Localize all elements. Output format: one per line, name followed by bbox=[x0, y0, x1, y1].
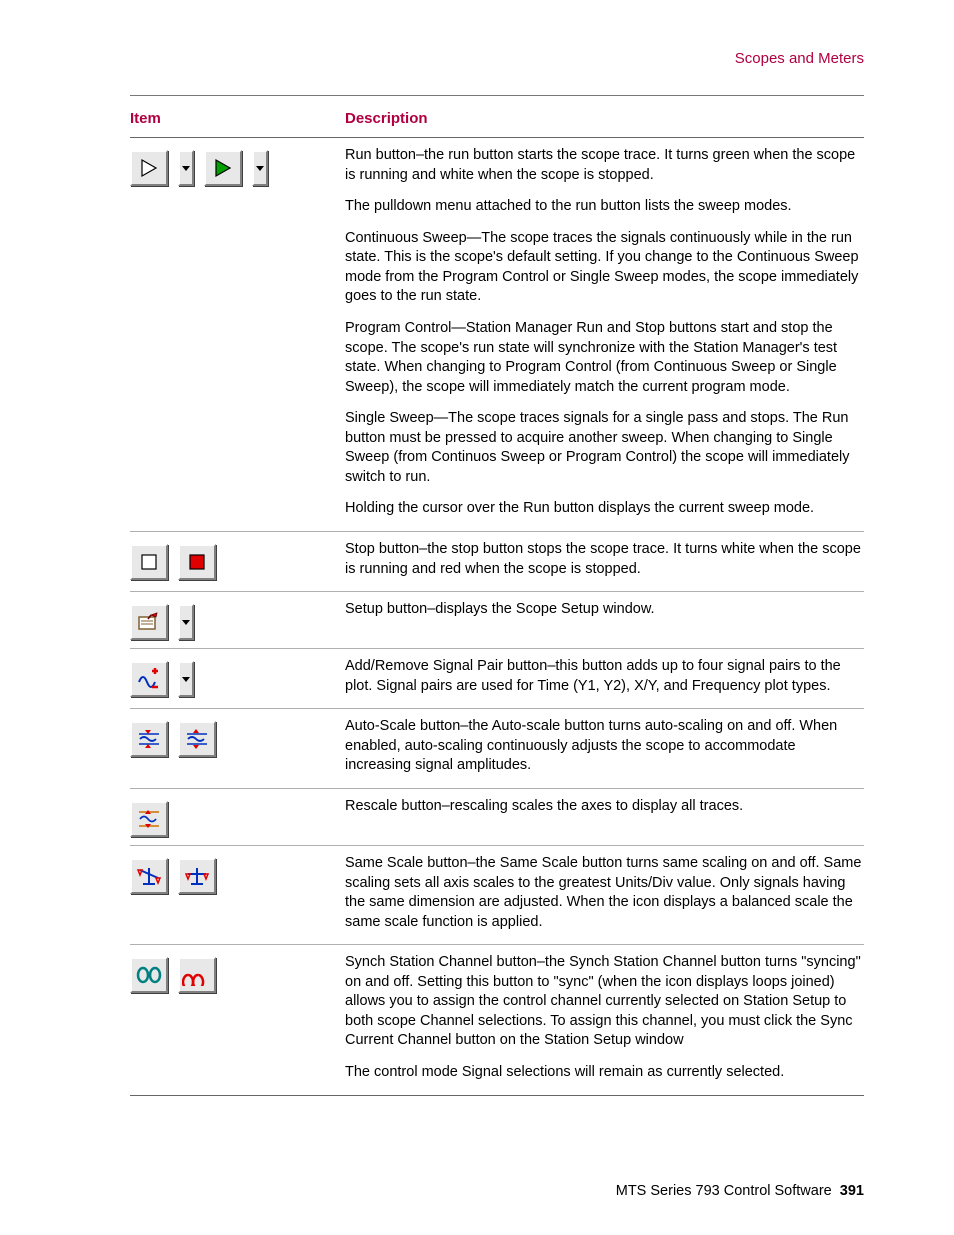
setup-button[interactable] bbox=[130, 604, 168, 640]
dropdown-toggle[interactable] bbox=[178, 604, 194, 640]
table-row: Add/Remove Signal Pair button–this butto… bbox=[130, 649, 864, 709]
table-row: Rescale button–rescaling scales the axes… bbox=[130, 788, 864, 845]
description-paragraph: Program Control—Station Manager Run and … bbox=[345, 319, 864, 397]
description-paragraph: Continuous Sweep—The scope traces the si… bbox=[345, 229, 864, 307]
th-item: Item bbox=[130, 110, 345, 138]
dropdown-toggle[interactable] bbox=[252, 150, 268, 186]
description-paragraph: Synch Station Channel button–the Synch S… bbox=[345, 953, 864, 1051]
cell-description: Synch Station Channel button–the Synch S… bbox=[345, 945, 864, 1095]
footer-page-number: 391 bbox=[840, 1183, 864, 1199]
description-paragraph: Auto-Scale button–the Auto-scale button … bbox=[345, 717, 864, 776]
cell-item bbox=[130, 709, 345, 789]
cell-description: Rescale button–rescaling scales the axes… bbox=[345, 788, 864, 845]
cell-item bbox=[130, 592, 345, 649]
cell-item bbox=[130, 845, 345, 944]
description-paragraph: Single Sweep—The scope traces signals fo… bbox=[345, 409, 864, 487]
cell-description: Run button–the run button starts the sco… bbox=[345, 138, 864, 532]
description-paragraph: The control mode Signal selections will … bbox=[345, 1063, 864, 1083]
synch-channel-button-on[interactable] bbox=[178, 957, 216, 993]
chevron-down-icon bbox=[182, 166, 190, 171]
chevron-down-icon bbox=[182, 620, 190, 625]
description-paragraph: Stop button–the stop button stops the sc… bbox=[345, 540, 864, 579]
auto-scale-button-on[interactable] bbox=[130, 721, 168, 757]
run-button-active[interactable] bbox=[204, 150, 242, 186]
divider bbox=[130, 95, 864, 96]
footer-product: MTS Series 793 Control Software bbox=[616, 1183, 832, 1199]
auto-scale-button-off[interactable] bbox=[178, 721, 216, 757]
cell-item bbox=[130, 945, 345, 1095]
table-row: Stop button–the stop button stops the sc… bbox=[130, 532, 864, 592]
same-scale-button-on[interactable] bbox=[178, 858, 216, 894]
table-row: Same Scale button–the Same Scale button … bbox=[130, 845, 864, 944]
dropdown-toggle[interactable] bbox=[178, 661, 194, 697]
description-paragraph: The pulldown menu attached to the run bu… bbox=[345, 197, 864, 217]
table-row: Setup button–displays the Scope Setup wi… bbox=[130, 592, 864, 649]
synch-channel-button-off[interactable] bbox=[130, 957, 168, 993]
cell-description: Add/Remove Signal Pair button–this butto… bbox=[345, 649, 864, 709]
cell-item bbox=[130, 532, 345, 592]
description-paragraph: Holding the cursor over the Run button d… bbox=[345, 499, 864, 519]
stop-button-active[interactable] bbox=[178, 544, 216, 580]
description-paragraph: Rescale button–rescaling scales the axes… bbox=[345, 797, 864, 817]
table-row: Run button–the run button starts the sco… bbox=[130, 138, 864, 532]
description-paragraph: Same Scale button–the Same Scale button … bbox=[345, 854, 864, 932]
description-paragraph: Add/Remove Signal Pair button–this butto… bbox=[345, 657, 864, 696]
cell-description: Stop button–the stop button stops the sc… bbox=[345, 532, 864, 592]
description-paragraph: Run button–the run button starts the sco… bbox=[345, 146, 864, 185]
th-description: Description bbox=[345, 110, 864, 138]
chevron-down-icon bbox=[182, 677, 190, 682]
stop-button-idle[interactable] bbox=[130, 544, 168, 580]
description-paragraph: Setup button–displays the Scope Setup wi… bbox=[345, 600, 864, 620]
run-button-idle[interactable] bbox=[130, 150, 168, 186]
dropdown-toggle[interactable] bbox=[178, 150, 194, 186]
section-label: Scopes and Meters bbox=[130, 50, 864, 67]
cell-description: Same Scale button–the Same Scale button … bbox=[345, 845, 864, 944]
add-remove-signal-button[interactable] bbox=[130, 661, 168, 697]
cell-description: Auto-Scale button–the Auto-scale button … bbox=[345, 709, 864, 789]
page-footer: MTS Series 793 Control Software 391 bbox=[616, 1183, 864, 1199]
table-row: Synch Station Channel button–the Synch S… bbox=[130, 945, 864, 1095]
cell-description: Setup button–displays the Scope Setup wi… bbox=[345, 592, 864, 649]
description-table: Item Description Run button–the run butt… bbox=[130, 110, 864, 1096]
cell-item bbox=[130, 788, 345, 845]
cell-item bbox=[130, 649, 345, 709]
rescale-button[interactable] bbox=[130, 801, 168, 837]
cell-item bbox=[130, 138, 345, 532]
table-row: Auto-Scale button–the Auto-scale button … bbox=[130, 709, 864, 789]
same-scale-button-off[interactable] bbox=[130, 858, 168, 894]
chevron-down-icon bbox=[256, 166, 264, 171]
